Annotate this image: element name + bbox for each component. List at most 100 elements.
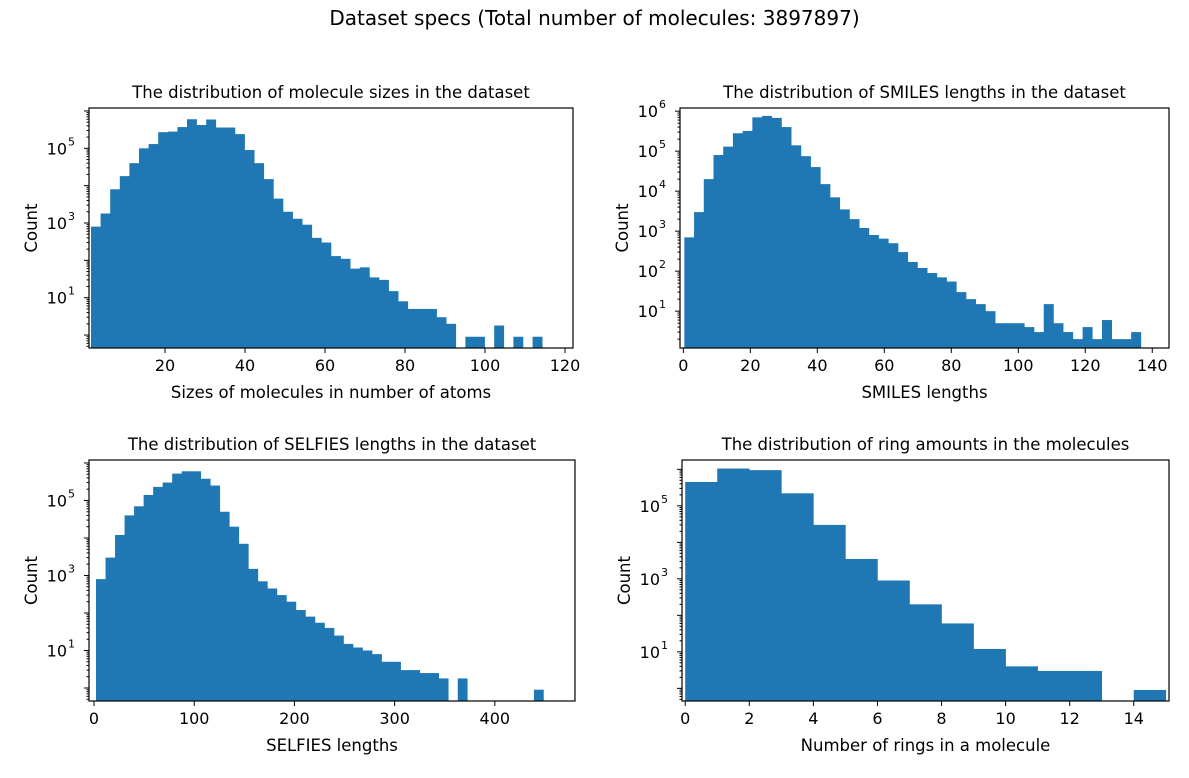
bar-8 — [162, 482, 173, 701]
bar-16 — [830, 197, 841, 348]
bar-19 — [267, 588, 278, 701]
x-axis-label: Number of rings in a molecule — [801, 736, 1051, 755]
y-tick-exponent: 5 — [68, 135, 75, 148]
bar-30 — [372, 654, 382, 701]
x-tick-label: 60 — [874, 356, 894, 375]
y-tick-exponent: 3 — [659, 218, 666, 231]
bar-22 — [888, 243, 899, 348]
bar-3 — [115, 535, 125, 701]
bar-36 — [1024, 327, 1035, 348]
plot-frame — [679, 107, 1170, 349]
bar-24 — [907, 261, 918, 348]
bar-4 — [781, 493, 814, 701]
bar-37 — [436, 317, 447, 348]
y-tick-label: 10 — [47, 491, 67, 510]
x-tick-label: 4 — [808, 709, 818, 728]
y-tick-exponent: 3 — [661, 566, 668, 579]
bar-32 — [985, 311, 996, 348]
y-tick-label: 10 — [638, 302, 658, 321]
plot-frame — [88, 459, 576, 702]
x-tick-label: 8 — [936, 709, 946, 728]
bar-4 — [713, 155, 724, 348]
bar-10 — [181, 471, 192, 701]
bar-10 — [973, 648, 1006, 701]
y-tick-exponent: 5 — [661, 493, 668, 506]
x-tick-label: 40 — [235, 356, 255, 375]
bar-10 — [771, 117, 782, 349]
panel-3: The distribution of SELFIES lengths in t… — [22, 435, 576, 755]
y-tick-exponent: 1 — [68, 637, 75, 650]
bar-20 — [273, 198, 284, 348]
bar-12 — [1037, 670, 1070, 701]
bar-7 — [148, 144, 159, 348]
bar-13 — [206, 119, 217, 349]
x-tick-label: 400 — [480, 709, 511, 728]
bar-28 — [353, 647, 363, 701]
bar-46 — [1121, 339, 1132, 348]
y-tick-label: 10 — [638, 182, 658, 201]
x-tick-label: 12 — [1059, 709, 1079, 728]
bar-5 — [134, 506, 144, 701]
bar-36 — [427, 308, 437, 348]
panel-title: The distribution of SELFIES lengths in t… — [127, 435, 537, 454]
bar-12 — [196, 125, 207, 348]
bar-25 — [917, 268, 928, 348]
bar-28 — [946, 281, 957, 348]
x-tick-label: 100 — [1003, 356, 1034, 375]
bar-37 — [1034, 332, 1045, 348]
bar-7 — [153, 486, 163, 701]
bar-38 — [1043, 304, 1054, 348]
x-tick-label: 120 — [550, 356, 581, 375]
bar-6 — [143, 494, 154, 701]
bar-21 — [286, 601, 297, 701]
y-tick-exponent: 5 — [68, 487, 75, 500]
bar-31 — [381, 661, 392, 701]
bar-13 — [800, 156, 811, 348]
bar-31 — [975, 304, 986, 348]
x-tick-label: 2 — [744, 709, 754, 728]
y-tick-exponent: 4 — [659, 178, 666, 191]
bar-26 — [927, 273, 938, 348]
bar-13 — [1069, 670, 1103, 701]
y-tick-exponent: 2 — [659, 258, 666, 271]
x-tick-label: 40 — [807, 356, 827, 375]
x-tick-label: 0 — [89, 709, 99, 728]
x-tick-label: 20 — [155, 356, 175, 375]
bar-17 — [244, 150, 255, 348]
x-tick-label: 80 — [395, 356, 415, 375]
bar-18 — [254, 163, 265, 348]
x-tick-label: 0 — [680, 709, 690, 728]
y-axis-label: Count — [613, 203, 632, 253]
y-tick-label: 10 — [638, 102, 658, 121]
bar-29 — [359, 267, 370, 348]
bar-43 — [494, 325, 505, 348]
y-tick-exponent: 3 — [68, 210, 75, 223]
bar-11 — [1005, 666, 1038, 701]
bar-36 — [429, 673, 440, 701]
bar-1 — [684, 237, 695, 348]
bar-40 — [1063, 332, 1074, 348]
bar-5 — [129, 163, 140, 348]
bar-34 — [410, 670, 420, 701]
x-tick-label: 100 — [179, 709, 210, 728]
y-tick-label: 10 — [47, 214, 67, 233]
bar-14 — [810, 167, 821, 348]
bar-41 — [1072, 339, 1083, 348]
bar-22 — [295, 610, 306, 701]
x-tick-label: 20 — [740, 356, 760, 375]
bar-4 — [124, 515, 135, 701]
bar-9 — [172, 473, 182, 701]
bar-13 — [210, 485, 221, 701]
bar-29 — [362, 650, 373, 701]
bar-47 — [1131, 332, 1142, 348]
y-tick-label: 10 — [47, 289, 67, 308]
bar-17 — [839, 209, 850, 348]
bar-7 — [877, 580, 910, 701]
bar-15 — [820, 184, 831, 348]
bar-6 — [139, 148, 149, 348]
bar-32 — [388, 291, 399, 348]
x-tick-label: 100 — [470, 356, 501, 375]
y-tick-label: 10 — [638, 142, 658, 161]
bar-9 — [762, 115, 773, 349]
bar-25 — [324, 627, 335, 701]
